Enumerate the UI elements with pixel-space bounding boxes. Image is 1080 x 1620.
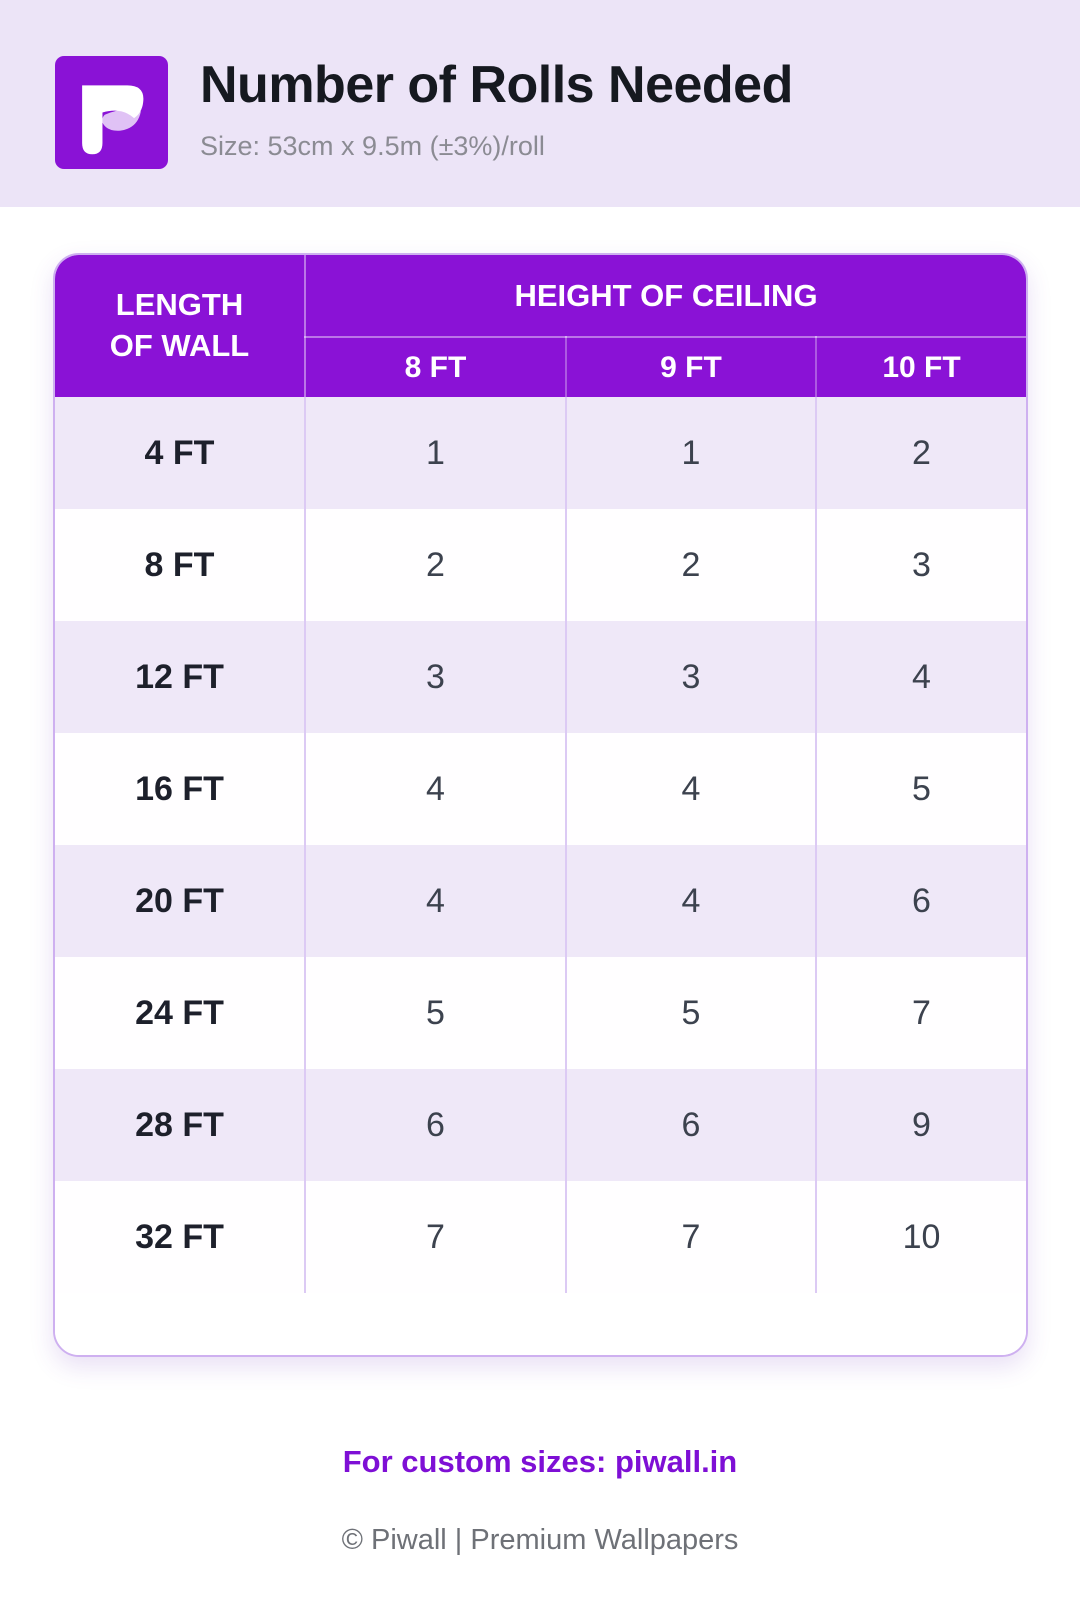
row-label: 24 FT	[135, 993, 224, 1032]
cell-value: 3	[565, 621, 816, 733]
row-label: 28 FT	[135, 1105, 224, 1144]
cell-value: 6	[565, 1069, 816, 1181]
cell-value: 1	[565, 397, 816, 509]
row-label: 4 FT	[144, 433, 215, 472]
table-row: 20 FT 4 4 6	[55, 845, 1026, 957]
cell-value: 3	[304, 621, 566, 733]
rolls-table: LENGTH OF WALL HEIGHT OF CEILING 8 FT 9 …	[55, 255, 1026, 1293]
cell-value: 4	[304, 845, 566, 957]
cell-value: 4	[304, 733, 566, 845]
cell-value: 10	[815, 1181, 1026, 1293]
cell-value: 5	[565, 957, 816, 1069]
piwall-link[interactable]: piwall.in	[614, 1444, 738, 1479]
cell-value: 5	[304, 957, 566, 1069]
table-row: 8 FT 2 2 3	[55, 509, 1026, 621]
cell-value: 2	[815, 397, 1026, 509]
page-header: Number of Rolls Needed Size: 53cm x 9.5m…	[55, 56, 793, 169]
table-row: 28 FT 6 6 9	[55, 1069, 1026, 1181]
cell-value: 5	[815, 733, 1026, 845]
column-header-10ft: 10 FT	[815, 337, 1026, 397]
column-header-8ft: 8 FT	[305, 337, 566, 397]
copyright-text: © Piwall | Premium Wallpapers	[341, 1524, 739, 1556]
cell-value: 9	[815, 1069, 1026, 1181]
cell-value: 6	[304, 1069, 566, 1181]
page-subtitle: Size: 53cm x 9.5m (±3%)/roll	[200, 130, 545, 161]
row-label: 16 FT	[135, 769, 224, 808]
header-text: Number of Rolls Needed Size: 53cm x 9.5m…	[200, 56, 793, 162]
row-axis-header: LENGTH OF WALL	[55, 255, 306, 397]
page-title: Number of Rolls Needed	[200, 56, 793, 114]
cell-value: 4	[565, 733, 816, 845]
cell-value: 4	[565, 845, 816, 957]
table-row: 24 FT 5 5 7	[55, 957, 1026, 1069]
table-row: 32 FT 7 7 10	[55, 1181, 1026, 1293]
row-label: 20 FT	[135, 881, 224, 920]
rolls-table-card: LENGTH OF WALL HEIGHT OF CEILING 8 FT 9 …	[53, 253, 1028, 1357]
cell-value: 1	[304, 397, 566, 509]
row-label: 8 FT	[144, 545, 215, 584]
cell-value: 7	[304, 1181, 566, 1293]
cell-value: 4	[815, 621, 1026, 733]
cell-value: 6	[815, 845, 1026, 957]
custom-sizes-label: For custom sizes:	[342, 1444, 607, 1479]
column-header-9ft: 9 FT	[565, 337, 816, 397]
custom-sizes-note: For custom sizes: piwall.in	[0, 1444, 1080, 1480]
cell-value: 7	[815, 957, 1026, 1069]
cell-value: 7	[565, 1181, 816, 1293]
card-bottom-padding	[55, 1293, 1026, 1355]
cell-value: 3	[815, 509, 1026, 621]
column-axis-header: HEIGHT OF CEILING	[305, 255, 1026, 338]
table-row: 12 FT 3 3 4	[55, 621, 1026, 733]
row-label: 12 FT	[135, 657, 224, 696]
table-row: 4 FT 1 1 2	[55, 397, 1026, 509]
table-row: 16 FT 4 4 5	[55, 733, 1026, 845]
piwall-logo-icon	[55, 56, 168, 169]
row-label: 32 FT	[135, 1217, 224, 1256]
header-band	[0, 0, 1080, 207]
cell-value: 2	[304, 509, 566, 621]
cell-value: 2	[565, 509, 816, 621]
